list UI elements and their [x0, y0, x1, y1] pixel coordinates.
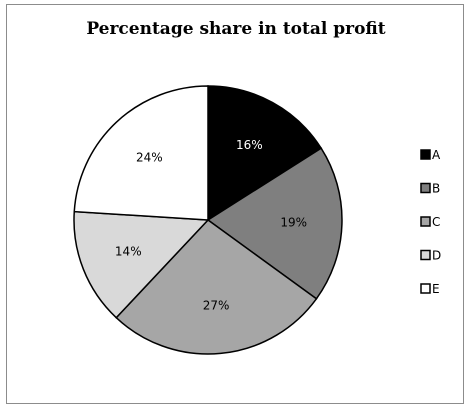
legend-swatch-c: [420, 216, 431, 227]
legend-label-a: A: [432, 148, 441, 162]
pie-slice-c: [115, 219, 318, 355]
legend-label-c: C: [432, 215, 440, 229]
legend-swatch-d: [420, 249, 431, 261]
slice-label-a: 16%: [236, 138, 263, 152]
pie-slice-e: [73, 85, 209, 221]
legend-swatch-b: [420, 182, 431, 194]
legend-label-d: D: [432, 249, 441, 263]
chart-title: Percentage share in total profit: [86, 19, 386, 39]
pie-slice-a: [207, 85, 323, 222]
slice-label-d: 14%: [115, 245, 142, 259]
pie-slice-d: [73, 210, 210, 319]
pie-slice-b: [206, 147, 343, 300]
legend-swatch-e: [420, 283, 431, 294]
legend-label-b: B: [432, 182, 440, 196]
slice-label-e: 24%: [136, 150, 163, 164]
legend-swatch-a: [420, 149, 431, 160]
slice-label-c: 27%: [203, 298, 230, 312]
slice-label-b: 19%: [280, 216, 307, 230]
legend-label-e: E: [432, 282, 440, 296]
